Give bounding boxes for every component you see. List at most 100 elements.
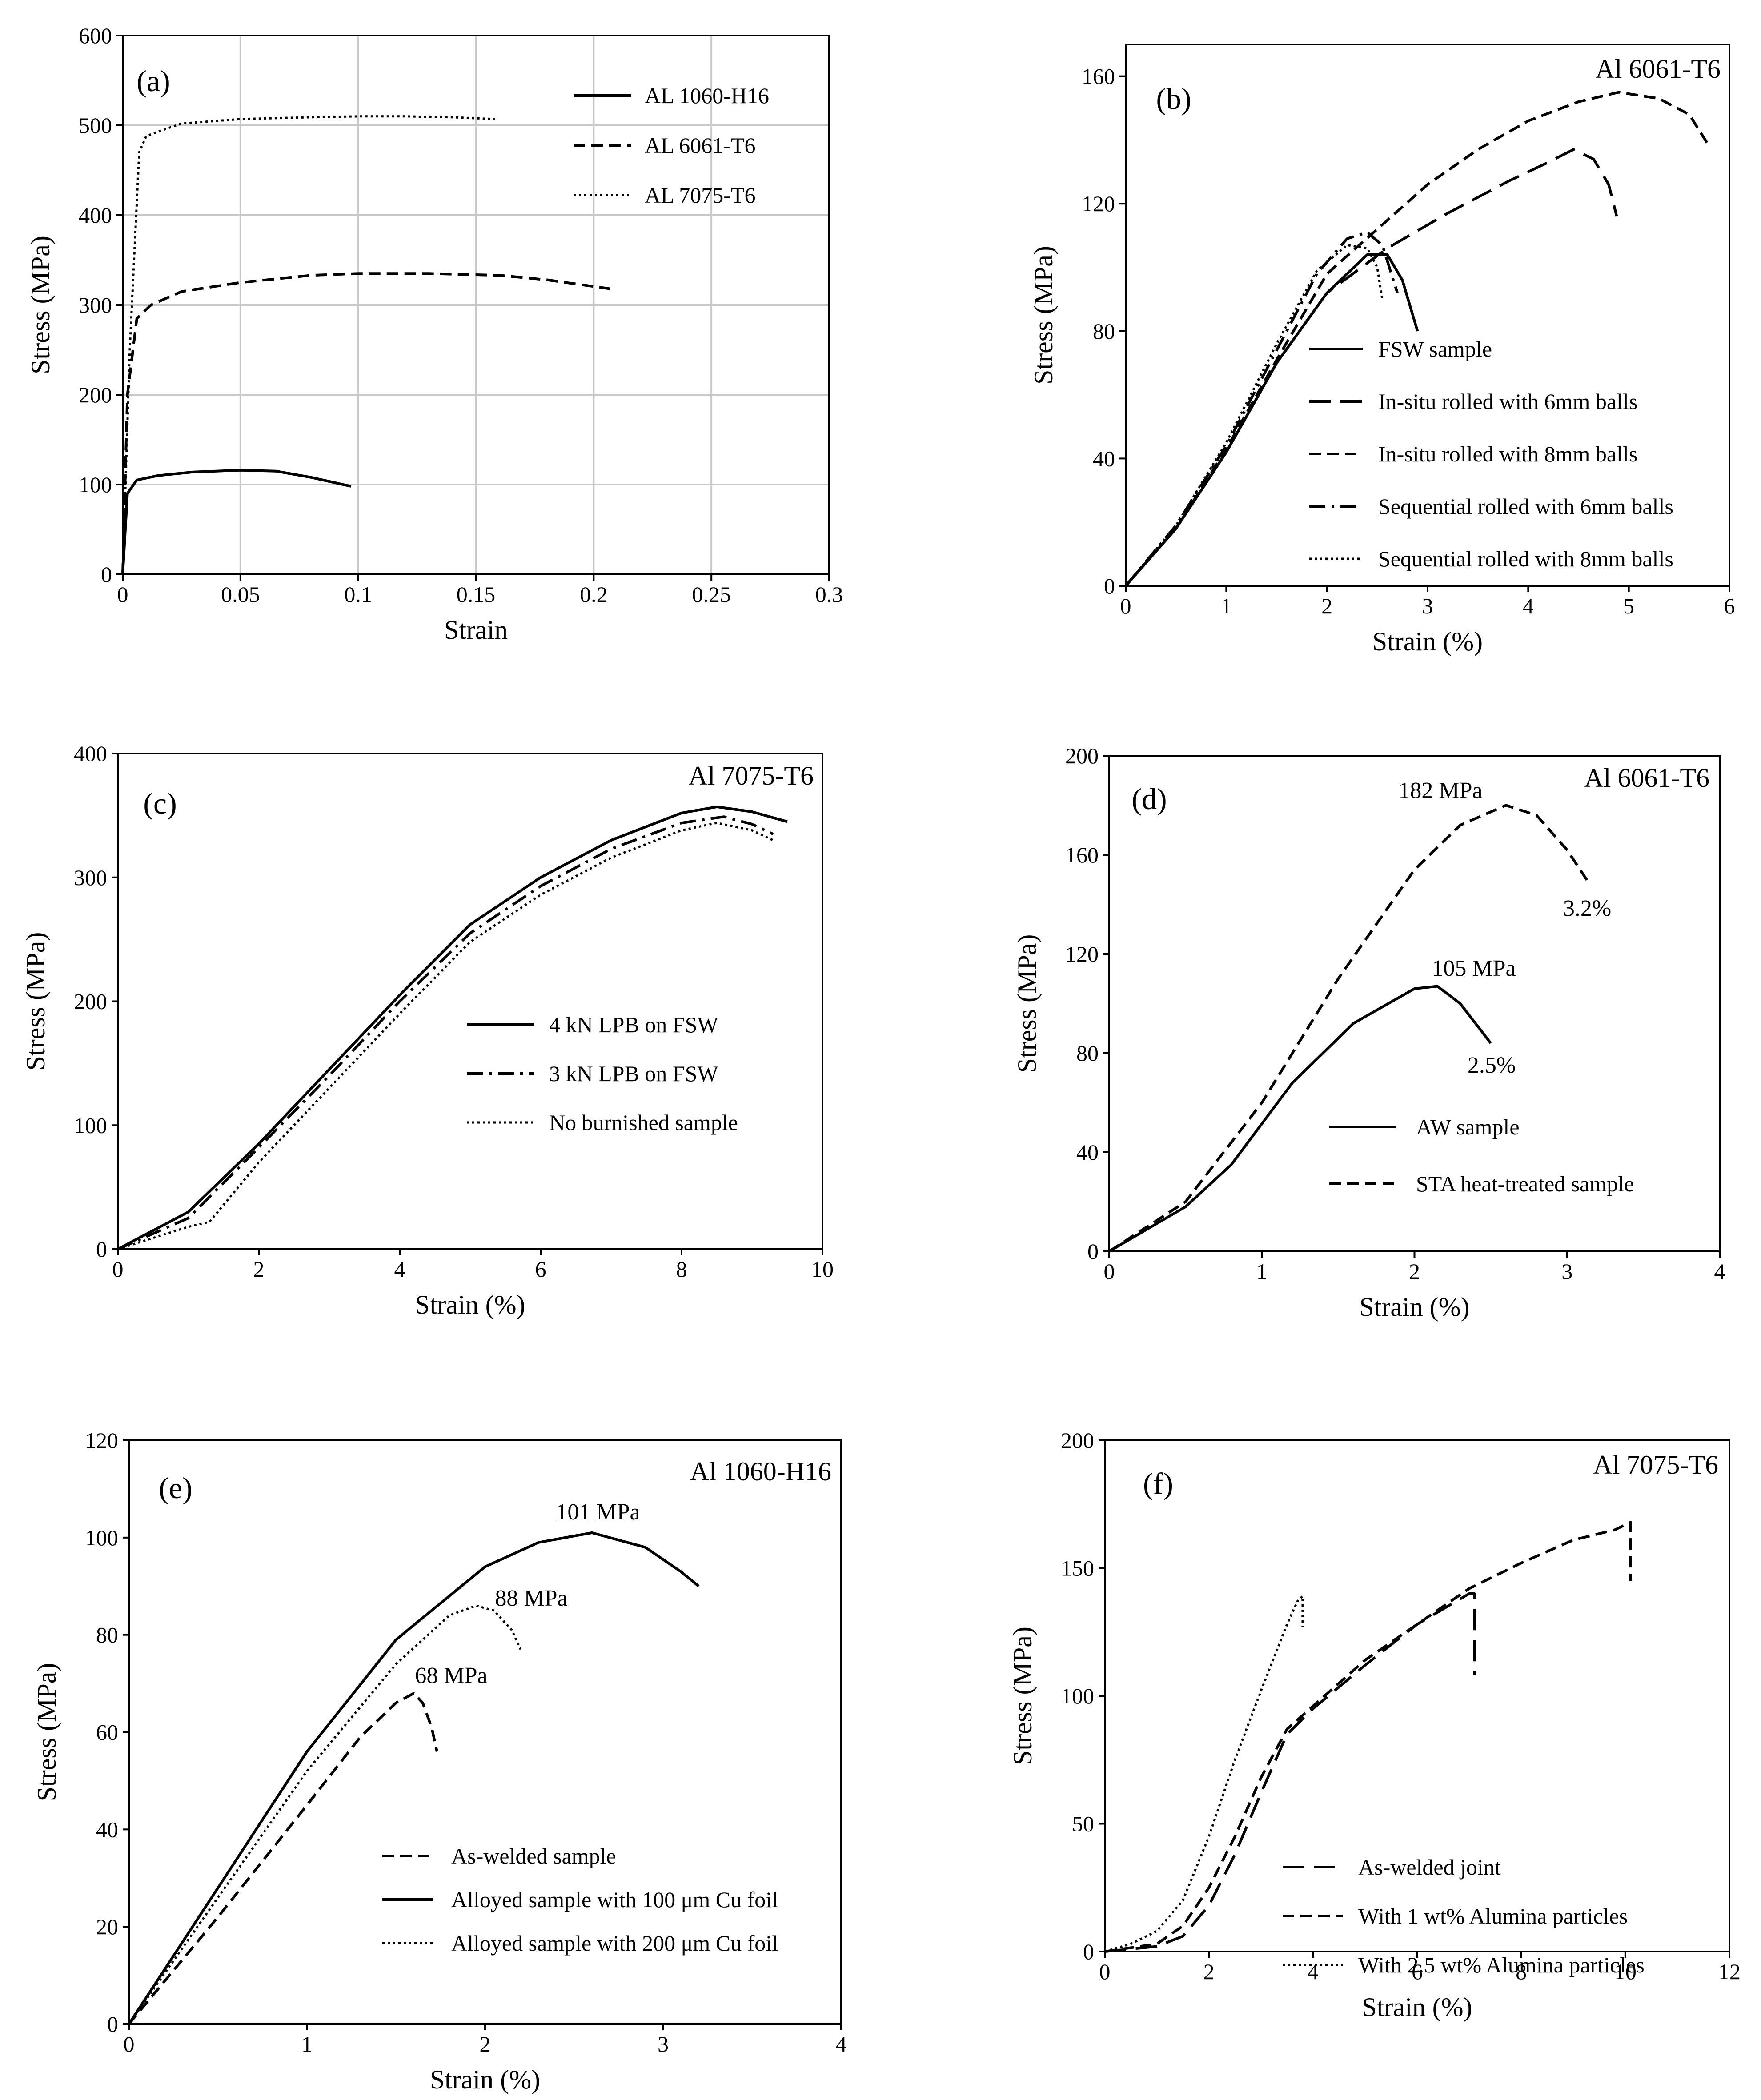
series-line-1 [128, 1692, 438, 2025]
annotation-label: 88 MPa [495, 1586, 567, 1611]
chart-title: Al 6061-T6 [1595, 54, 1721, 84]
y-tick-label: 80 [1076, 1041, 1099, 1066]
series-line-3 [1124, 91, 1711, 587]
series-line-1 [1108, 985, 1492, 1253]
chart-panel-a: 0 0.05 0.1 0.15 0.2 0.25 0.3 0 100 200 300 400 500 60… [26, 23, 843, 645]
panel-label: (e) [159, 1471, 192, 1505]
x-tick-label: 0 [1104, 1259, 1115, 1284]
legend-label: 3 kN LPB on FSW [549, 1061, 718, 1086]
y-tick-label: 400 [79, 203, 112, 228]
y-tick-label: 200 [1065, 743, 1099, 768]
legend-label: With 2.5 wt% Alumina particles [1358, 1952, 1645, 1977]
x-tick-label: 8 [1516, 1959, 1527, 1984]
x-tick-label: 0.25 [692, 582, 731, 607]
y-tick-label: 300 [74, 865, 107, 890]
x-tick-label: 0.3 [815, 582, 843, 607]
y-tick-label: 100 [79, 472, 112, 497]
x-tick-label: 2 [1409, 1259, 1420, 1284]
series-line-3 [121, 115, 495, 575]
chart-title: Al 7075-T6 [1593, 1450, 1718, 1479]
x-tick-label: 10 [1614, 1959, 1637, 1984]
series-line-2 [121, 272, 610, 575]
series-line-4 [1124, 231, 1399, 587]
panel-label: (c) [143, 786, 177, 820]
chart-title: Al 6061-T6 [1584, 763, 1709, 793]
x-tick-label: 12 [1718, 1959, 1741, 1984]
x-tick-label: 6 [535, 1257, 546, 1282]
legend-label: No burnished sample [549, 1110, 738, 1135]
x-tick-label: 2 [253, 1257, 265, 1282]
series-line-2 [117, 815, 774, 1250]
chart-panel-f: 0 2 4 6 8 10 12 0 50 100 150 200 Strain (%) Stress (M… [1008, 1428, 1741, 2022]
y-tick-label: 200 [79, 382, 112, 407]
y-tick-label: 0 [1104, 573, 1115, 598]
annotation-label: 68 MPa [415, 1663, 487, 1688]
x-tick-label: 0 [124, 2032, 135, 2056]
y-tick-label: 40 [1093, 446, 1115, 471]
x-tick-label: 1 [1256, 1259, 1268, 1284]
y-tick-label: 400 [74, 741, 107, 766]
y-tick-label: 200 [74, 989, 107, 1014]
y-axis-label: Stress (MPa) [1012, 934, 1042, 1073]
legend-label: With 1 wt% Alumina particles [1358, 1904, 1628, 1928]
y-tick-label: 100 [74, 1113, 107, 1138]
x-axis-label: Strain (%) [415, 1290, 525, 1319]
legend-label: FSW sample [1378, 337, 1492, 361]
series-line-1 [121, 469, 352, 575]
legend-label: Alloyed sample with 200 μm Cu foil [451, 1931, 778, 1956]
series-line-1 [117, 805, 788, 1250]
legend: As-welded sample Alloyed sample with 100 … [382, 1844, 778, 1956]
series-line-3 [1104, 1595, 1304, 1953]
y-tick-label: 80 [1093, 319, 1115, 344]
x-axis-label: Strain (%) [1362, 1992, 1472, 2022]
y-tick-label: 50 [1072, 1811, 1094, 1836]
x-tick-label: 4 [836, 2032, 847, 2056]
y-tick-label: 80 [96, 1623, 118, 1647]
legend-label: In-situ rolled with 8mm balls [1378, 441, 1637, 466]
x-axis-label: Strain (%) [430, 2065, 540, 2094]
x-tick-label: 0.1 [344, 582, 372, 607]
y-tick-label: 120 [85, 1428, 118, 1453]
x-tick-label: 5 [1623, 593, 1634, 618]
x-tick-label: 0 [1120, 593, 1131, 618]
y-tick-label: 40 [96, 1817, 118, 1842]
legend-label: In-situ rolled with 6mm balls [1378, 389, 1637, 414]
legend-label: Alloyed sample with 100 μm Cu foil [451, 1887, 778, 1912]
annotation-label: 101 MPa [556, 1499, 640, 1525]
x-tick-label: 6 [1724, 593, 1735, 618]
y-tick-label: 40 [1076, 1140, 1099, 1165]
y-tick-label: 0 [96, 1237, 107, 1262]
x-axis-label: Strain [444, 615, 508, 645]
y-tick-label: 100 [85, 1525, 118, 1550]
y-tick-label: 160 [1065, 842, 1099, 867]
legend-label: Sequential rolled with 8mm balls [1378, 546, 1673, 571]
y-axis-label: Stress (MPa) [21, 932, 50, 1071]
x-tick-label: 4 [1308, 1959, 1319, 1984]
y-tick-label: 160 [1082, 64, 1115, 89]
y-axis-label: Stress (MPa) [1029, 246, 1058, 385]
chart-title: Al 7075-T6 [688, 761, 814, 790]
y-tick-label: 60 [96, 1720, 118, 1745]
y-tick-label: 0 [107, 2012, 118, 2036]
series-line-2 [128, 1531, 700, 2025]
x-tick-label: 4 [1714, 1259, 1725, 1284]
legend: FSW sample In-situ rolled with 6mm balls I… [1309, 337, 1673, 571]
annotation-label: 182 MPa [1398, 778, 1482, 803]
x-tick-label: 1 [301, 2032, 313, 2056]
panel-label: (b) [1156, 82, 1191, 116]
plot-frame [117, 753, 823, 1250]
series-line-5 [1125, 244, 1384, 587]
y-tick-label: 0 [101, 562, 112, 587]
legend: AW sample STA heat-treated sample [1329, 1114, 1634, 1196]
x-tick-label: 4 [1523, 593, 1534, 618]
x-tick-label: 3 [1561, 1259, 1572, 1284]
y-tick-label: 600 [79, 23, 112, 48]
x-axis-label: Strain (%) [1359, 1292, 1469, 1322]
legend-label: As-welded joint [1358, 1855, 1501, 1880]
y-tick-label: 300 [79, 293, 112, 317]
x-tick-label: 4 [394, 1257, 405, 1282]
y-axis-label: Stress (MPa) [32, 1663, 61, 1802]
